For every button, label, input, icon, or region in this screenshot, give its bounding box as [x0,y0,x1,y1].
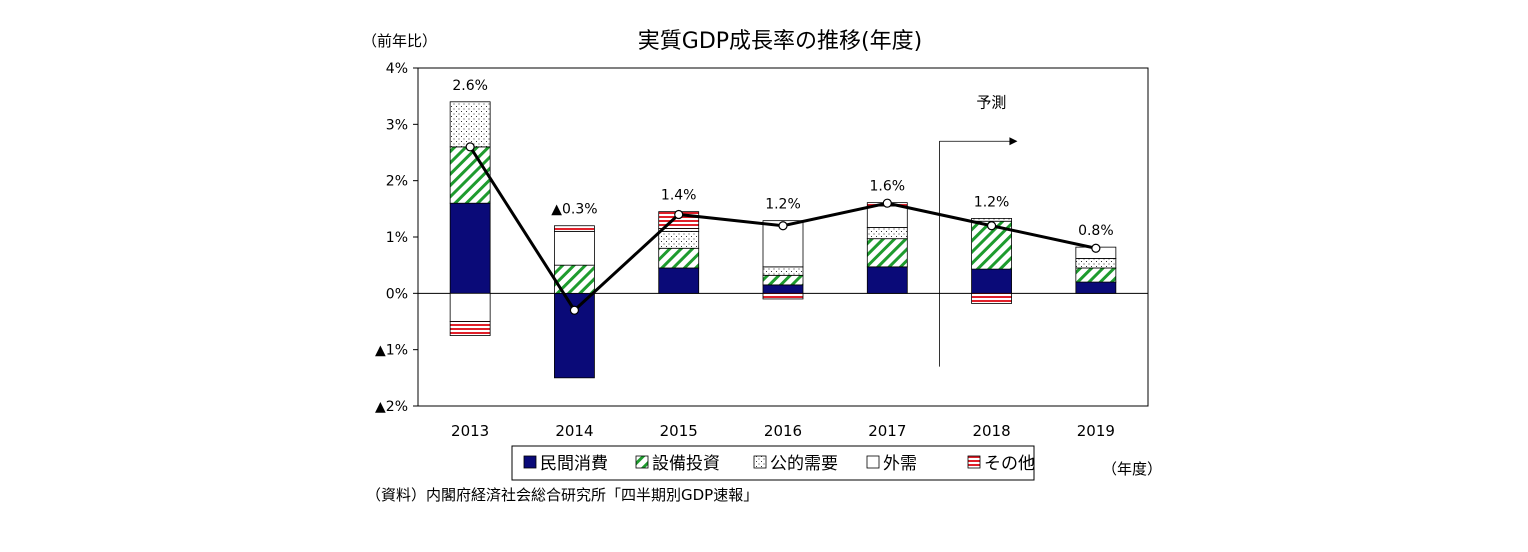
y-tick-label: ▲1% [375,343,408,359]
y-tick-label: 4% [386,61,408,77]
y-tick-label: 3% [386,117,408,133]
bar-segment-2015 [658,247,700,269]
data-labels: 2.6% ▲0.3% 1.4% 1.2% 1.6% 1.2% 0.8% [452,78,1113,239]
bar-segment-2013 [449,101,491,148]
x-tick-label: 2014 [555,422,593,440]
gdp-point-2019 [1091,243,1101,253]
y-tick-label: ▲2% [375,399,408,415]
data-label-2018: 1.2% [974,194,1010,210]
bar-segment-2017 [866,238,908,268]
data-label-2015: 1.4% [661,188,697,204]
bar-segment-2016 [762,284,804,294]
bar-segment-2014 [554,292,595,379]
y-tick-label: 0% [386,286,408,302]
gdp-point-2017 [882,198,892,208]
bar-segment-2014 [554,225,595,232]
x-tick-label: 2016 [764,422,802,440]
forecast-marker: 予測 [939,93,1018,367]
legend-swatch-0 [523,455,537,469]
bar-segment-2013 [449,321,491,336]
bar-segment-2016 [762,292,804,300]
data-label-2013: 2.6% [452,78,488,94]
gdp-point-2014 [569,305,580,315]
y-axis-unit-label: （前年比） [362,32,437,50]
x-tick-label: 2018 [972,422,1010,440]
legend-label: 外需 [883,454,917,474]
bar-segment-2017 [866,205,908,228]
x-axis: 2013 2014 2015 2016 2017 2018 2019 [451,422,1115,440]
gdp-point-2016 [778,221,788,231]
legend-label: 民間消費 [540,454,608,474]
bar-segment-2013 [449,146,491,204]
bar-segment-2019 [1075,281,1117,294]
bar-segment-2013 [449,292,491,322]
gdp-point-2018 [986,221,997,231]
bar-segment-2019 [1075,258,1117,269]
x-tick-label: 2019 [1077,422,1115,440]
bar-segment-2017 [866,266,908,294]
legend-label: 設備投資 [652,454,720,474]
legend-swatch-3 [866,455,880,469]
x-tick-label: 2013 [451,422,489,440]
y-tick-label: 1% [386,230,408,246]
legend-swatch-1 [635,455,649,469]
data-label-2016: 1.2% [765,197,801,213]
data-label-2019: 0.8% [1078,223,1114,239]
chart-title: 実質GDP成長率の推移(年度) [638,29,922,54]
legend: 民間消費 設備投資 公的需要 外需 その他 [511,445,1035,481]
bar-segment-2016 [762,274,804,286]
data-label-2014: ▲0.3% [551,202,597,218]
data-label-2017: 1.6% [869,179,905,195]
y-tick-label: 2% [386,174,408,190]
bar-segment-2017 [866,227,908,240]
bar-segment-2019 [1075,267,1117,283]
legend-box [511,445,1035,481]
bar-segment-2018 [971,268,1012,294]
bar-segment-2013 [449,202,491,294]
stacked-bars [449,101,1117,379]
x-tick-label: 2015 [660,422,698,440]
x-axis-unit-label: （年度） [1102,460,1162,478]
legend-label: 公的需要 [770,454,838,474]
source-note: （資料）内閣府経済社会総合研究所「四半期別GDP速報」 [366,486,758,504]
bar-segment-2014 [554,230,595,266]
bar-segment-2015 [658,230,700,249]
x-tick-label: 2017 [868,422,906,440]
bar-segment-2016 [762,266,804,276]
forecast-arrowhead [1009,137,1018,146]
legend-label: その他 [984,454,1035,474]
y-axis: 4% 3% 2% 1% 0% ▲1% ▲2% [375,61,1148,415]
gdp-point-2015 [674,209,684,220]
bar-segment-2018 [971,218,1012,222]
bar-segment-2015 [658,267,700,294]
legend-swatch-2 [753,455,767,469]
legend-swatch-4 [967,455,981,469]
forecast-label: 予測 [976,93,1006,111]
gdp-point-2013 [465,142,475,152]
bar-segment-2018 [971,292,1012,304]
gdp-line [465,142,1101,315]
